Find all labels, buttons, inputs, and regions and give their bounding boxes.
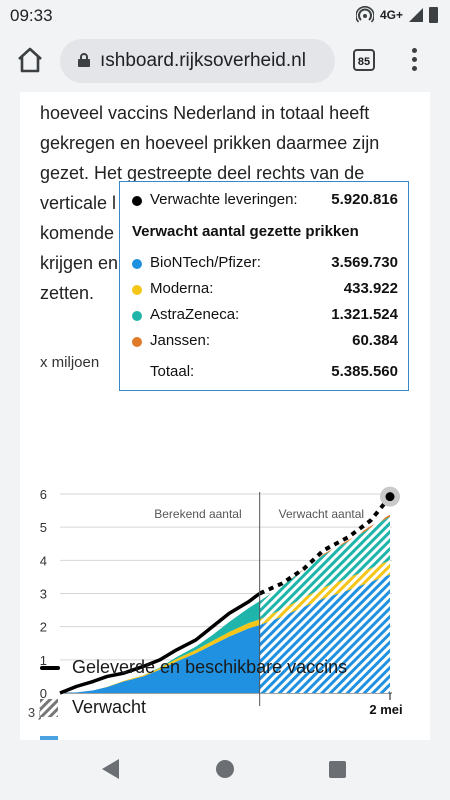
y-axis-tick-labels: 0 1 2 3 4 5 6 [40,487,47,701]
article-line: komende [40,223,115,243]
legend-label: Verwacht [72,697,147,717]
network-type-label: 4G+ [379,8,403,22]
legend-hatch-swatch [40,698,58,717]
area-janssen-forecast [259,514,390,602]
tooltip-dot [132,337,142,347]
address-bar[interactable]: ıshboard.rijksoverheid.nl [60,39,335,83]
tooltip-dot [132,196,142,206]
expected-label: Verwacht aantal [279,507,364,521]
tooltip-label: Janssen: [150,332,211,349]
tooltip-row: Janssen: 60.384 [132,332,398,352]
tooltip-value: 1.321.524 [331,306,398,323]
battery-icon [429,7,438,23]
home-icon[interactable] [16,46,44,74]
tooltip-label: Verwachte leveringen: [150,191,298,208]
tooltip-label: AstraZeneca: [150,306,240,323]
hover-point [385,492,395,502]
area-moderna-forecast [259,560,390,626]
status-icons: 4G+ [355,6,438,24]
recent-apps-icon[interactable] [329,761,346,778]
area-pfizer-forecast [259,574,390,693]
hover-marker [380,486,400,507]
tooltip-total-value: 5.385.560 [331,363,398,380]
y-axis-unit: x miljoen [40,354,100,371]
tab-switcher-button[interactable]: 85 [353,49,375,71]
tooltip-row: Moderna: 433.922 [132,280,398,300]
hotspot-icon [355,6,374,23]
status-bar: 09:33 4G+ [0,0,450,32]
tooltip-value: 3.569.730 [331,254,398,271]
article-line: hoeveel vaccins Nederland in totaal heef… [40,103,370,123]
article-paragraph: hoeveel vaccins Nederland in totaal heef… [40,98,415,308]
x-axis-end-label: 2 mei [369,702,402,717]
chart-lines [59,495,392,695]
y-tick-label: 2 [40,620,47,635]
y-tick-label: 1 [40,653,47,668]
chart-tooltip: Verwachte leveringen: 5.920.816 Verwacht… [119,181,409,391]
area-pfizer [60,625,260,693]
legend-swatch-partial [40,736,58,740]
calculated-label: Berekend aantal [154,507,241,521]
article-line: gezet. Het gestreepte deel rechts van de [40,163,365,183]
tooltip-total-label: Totaal: [150,363,195,380]
article-line: krijgen en [40,253,119,273]
article-line: zetten. [40,283,95,303]
article-line: gekregen en hoeveel prikken daarmee zijn [40,133,380,153]
y-tick-label: 5 [40,520,47,535]
tooltip-delivery-row: Verwachte leveringen: 5.920.816 [132,191,398,211]
legend-label: Geleverde en beschikbare vaccins [72,657,348,677]
tooltip-dot [132,311,142,321]
lock-icon [78,53,90,67]
tooltip-dot [132,285,142,295]
status-time: 09:33 [10,6,53,25]
article-line: verticale l [40,193,117,213]
system-nav-bar [0,740,450,800]
signal-icon [409,8,423,22]
legend-item-delivered: Geleverde en beschikbare vaccins [40,657,347,678]
tooltip-total-row: Totaal: 5.385.560 [132,363,398,383]
url-text: ıshboard.rijksoverheid.nl [100,50,306,71]
legend-line-swatch [40,665,60,670]
y-tick-label: 4 [40,553,47,568]
y-tick-label: 6 [40,487,47,502]
tooltip-label: Moderna: [150,280,214,297]
legend-item-expected: Verwacht [40,697,146,718]
tooltip-row: BioNTech/Pfizer: 3.569.730 [132,254,398,274]
tooltip-label: BioNTech/Pfizer: [150,254,261,271]
tooltip-value: 60.384 [352,332,398,349]
overflow-menu-icon[interactable] [405,48,423,76]
y-tick-label: 0 [40,686,47,701]
delivered-line [59,592,261,695]
tooltip-row: AstraZeneca: 1.321.524 [132,306,398,326]
browser-toolbar: ıshboard.rijksoverheid.nl 85 [0,32,450,92]
tooltip-dot [132,259,142,269]
y-tick-label: 3 [40,587,47,602]
chart-areas [60,514,390,693]
tooltip-value: 5.920.816 [331,191,398,208]
tooltip-heading: Verwacht aantal gezette prikken [132,223,359,240]
tooltip-value: 433.922 [343,280,398,297]
back-icon[interactable] [102,759,119,779]
area-astrazeneca-forecast [259,516,390,620]
home-circle-icon[interactable] [216,760,234,778]
delivered-line-forecast [258,495,392,596]
